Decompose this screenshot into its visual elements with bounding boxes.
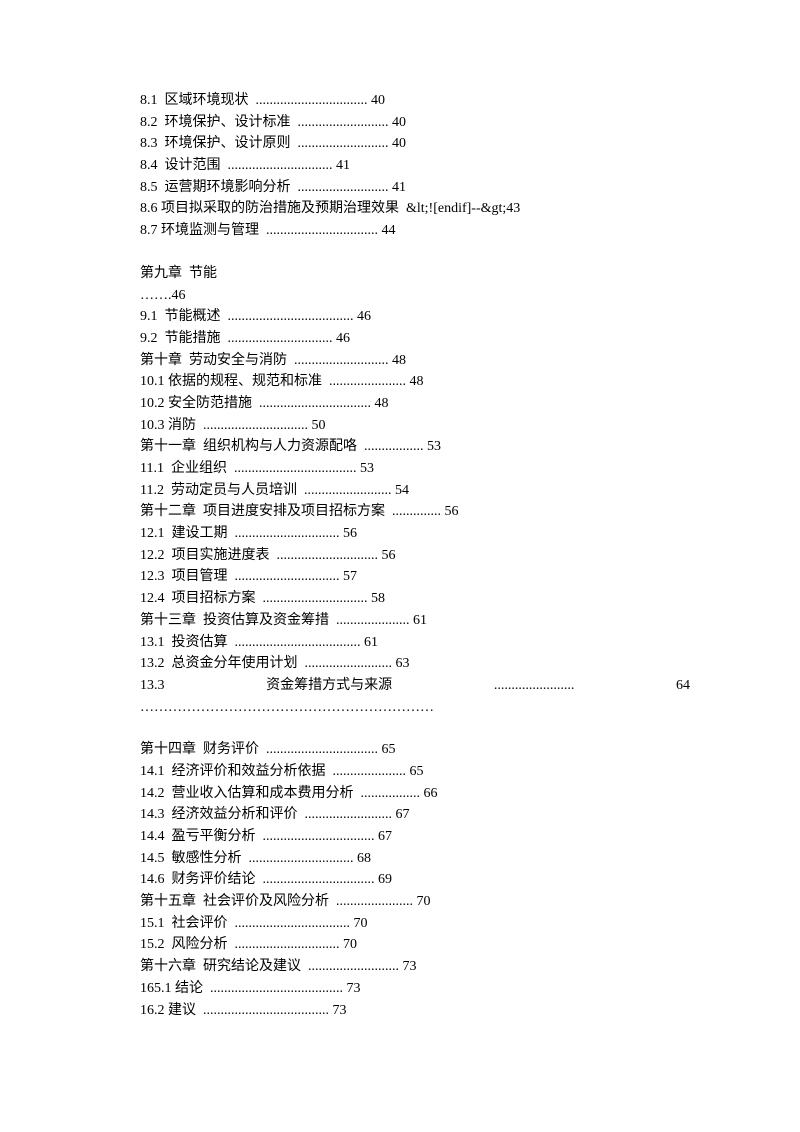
toc-entry: 第十四章 财务评价 ..............................…	[140, 739, 690, 761]
toc-entry: 14.3 经济效益分析和评价 .........................…	[140, 804, 690, 826]
document-page: 8.1 区域环境现状 .............................…	[0, 0, 800, 1081]
toc-page: 64	[676, 675, 690, 697]
toc-entry: 8.7 环境监测与管理 ............................…	[140, 220, 690, 242]
toc-entry: 10.1 依据的规程、规范和标准 ...................... …	[140, 371, 690, 393]
toc-entry: 14.5 敏感性分析 .............................…	[140, 848, 690, 870]
toc-entry: 165.1 结论 ...............................…	[140, 978, 690, 1000]
toc-entry: 8.5 运营期环境影响分析 ..........................…	[140, 177, 690, 199]
toc-title: 资金筹措方式与来源	[266, 675, 392, 697]
toc-entry: 8.6 项目拟采取的防治措施及预期治理效果 &lt;![endif]--&gt;…	[140, 198, 690, 220]
blank-line	[140, 242, 690, 263]
toc-entry: 12.1 建设工期 ..............................…	[140, 523, 690, 545]
toc-entry: 8.3 环境保护、设计原则 ..........................…	[140, 133, 690, 155]
blank-line	[140, 718, 690, 739]
toc-dots: .......................	[494, 675, 575, 697]
toc-entry: …….46	[140, 285, 690, 307]
toc-entry: 9.1 节能概述 ...............................…	[140, 306, 690, 328]
toc-entry: 15.2 风险分析 ..............................…	[140, 934, 690, 956]
toc-entry: 14.4 盈亏平衡分析 ............................…	[140, 826, 690, 848]
toc-number: 13.3	[140, 675, 165, 697]
toc-entry: 第十一章 组织机构与人力资源配咯 ................. 53	[140, 436, 690, 458]
toc-entry: 9.2 节能措施 .............................. …	[140, 328, 690, 350]
toc-entry: 14.1 经济评价和效益分析依据 ..................... 6…	[140, 761, 690, 783]
toc-entry: ………………………………………………………	[140, 697, 690, 719]
toc-entry: 11.1 企业组织 ..............................…	[140, 458, 690, 480]
toc-entry: 第十二章 项目进度安排及项目招标方案 .............. 56	[140, 501, 690, 523]
toc-entry-justified: 13.3 资金筹措方式与来源....................... 64	[140, 675, 690, 697]
toc-entry: 第十五章 社会评价及风险分析 ...................... 70	[140, 891, 690, 913]
toc-entry: 8.2 环境保护、设计标准 ..........................…	[140, 112, 690, 134]
toc-entry: 12.3 项目管理 ..............................…	[140, 566, 690, 588]
toc-entry: 12.4 项目招标方案 ............................…	[140, 588, 690, 610]
table-of-contents: 8.1 区域环境现状 .............................…	[140, 90, 690, 1021]
toc-entry: 13.1 投资估算 ..............................…	[140, 632, 690, 654]
toc-entry: 第十章 劳动安全与消防 ........................... …	[140, 350, 690, 372]
toc-entry: 14.2 营业收入估算和成本费用分析 ................. 66	[140, 783, 690, 805]
toc-entry: 15.1 社会评价 ..............................…	[140, 913, 690, 935]
toc-entry: 16.2 建议 ................................…	[140, 1000, 690, 1022]
toc-entry: 第十六章 研究结论及建议 .......................... …	[140, 956, 690, 978]
toc-entry: 8.1 区域环境现状 .............................…	[140, 90, 690, 112]
toc-entry: 12.2 项目实施进度表 ...........................…	[140, 545, 690, 567]
toc-entry: 第十三章 投资估算及资金筹措 ..................... 61	[140, 610, 690, 632]
toc-entry: 10.3 消防 .............................. 5…	[140, 415, 690, 437]
toc-entry: 10.2 安全防范措施 ............................…	[140, 393, 690, 415]
toc-entry: 8.4 设计范围 .............................. …	[140, 155, 690, 177]
toc-entry: 14.6 财务评价结论 ............................…	[140, 869, 690, 891]
toc-entry: 11.2 劳动定员与人员培训 .........................…	[140, 480, 690, 502]
toc-entry: 第九章 节能	[140, 263, 690, 285]
toc-entry: 13.2 总资金分年使用计划 .........................…	[140, 653, 690, 675]
